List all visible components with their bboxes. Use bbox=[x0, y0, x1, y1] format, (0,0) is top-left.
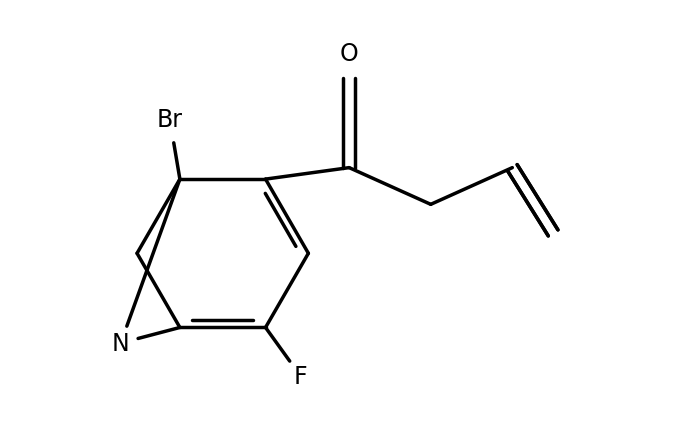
Text: O: O bbox=[340, 42, 359, 66]
Text: N: N bbox=[112, 331, 130, 355]
Text: Br: Br bbox=[157, 107, 183, 131]
Text: F: F bbox=[293, 364, 307, 388]
